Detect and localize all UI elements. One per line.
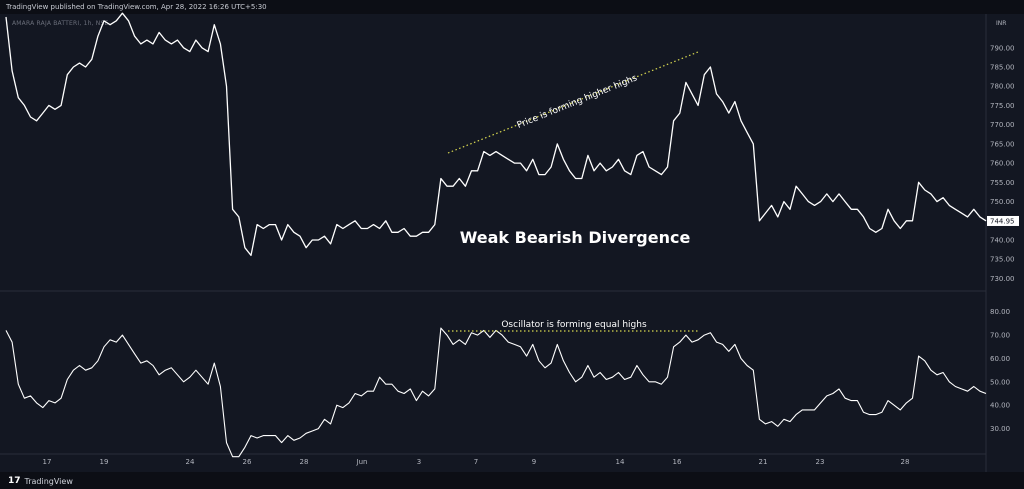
price-tick-label: 740.00	[990, 237, 1015, 245]
time-tick-label: 19	[100, 458, 109, 466]
footer-bar	[0, 472, 1024, 489]
time-tick-label: 7	[474, 458, 478, 466]
price-tick-label: 760.00	[990, 160, 1015, 168]
oscillator-tick-label: 30.00	[990, 425, 1010, 433]
price-tick-label: 755.00	[990, 179, 1015, 187]
last-price-badge	[987, 215, 1019, 226]
time-tick-label: Jun	[356, 458, 368, 466]
higher-highs-trendline	[447, 51, 699, 154]
price-tick-label: 770.00	[990, 121, 1015, 129]
tradingview-logo-icon: 17	[8, 476, 21, 486]
price-series-line	[5, 12, 987, 257]
last-price-label: 744.95	[990, 217, 1015, 225]
price-tick-label: 790.00	[990, 44, 1015, 52]
equal-highs-annotation: Oscillator is forming equal highs	[501, 320, 647, 330]
publish-info: TradingView published on TradingView.com…	[0, 0, 1024, 14]
higher-highs-annotation: Price is forming higher highs	[516, 73, 639, 131]
time-tick-label: 28	[901, 458, 910, 466]
time-tick-label: 14	[616, 458, 625, 466]
chart-title: Weak Bearish Divergence	[460, 228, 691, 247]
oscillator-tick-label: 80.00	[990, 308, 1010, 316]
price-tick-label: 730.00	[990, 275, 1015, 283]
time-tick-label: 17	[43, 458, 52, 466]
time-tick-label: 28	[300, 458, 309, 466]
time-tick-label: 26	[243, 458, 252, 466]
price-tick-label: 775.00	[990, 102, 1015, 110]
time-tick-label: 3	[417, 458, 421, 466]
price-tick-label: 735.00	[990, 256, 1015, 264]
brand-label: TradingView	[24, 476, 73, 486]
time-tick-label: 21	[759, 458, 768, 466]
price-tick-label: 780.00	[990, 83, 1015, 91]
price-tick-label: 765.00	[990, 140, 1015, 148]
oscillator-series-line	[5, 327, 987, 458]
oscillator-tick-label: 70.00	[990, 332, 1010, 340]
oscillator-tick-label: 50.00	[990, 378, 1010, 386]
price-tick-label: 750.00	[990, 198, 1015, 206]
time-tick-label: 16	[673, 458, 682, 466]
oscillator-tick-label: 40.00	[990, 402, 1010, 410]
time-tick-label: 9	[532, 458, 536, 466]
time-tick-label: 23	[816, 458, 825, 466]
brand[interactable]: 17 TradingView	[8, 476, 73, 486]
symbol-label: AMARA RAJA BATTERI, 1h, NSE	[12, 20, 109, 27]
time-tick-label: 24	[186, 458, 195, 466]
currency-label: INR	[996, 20, 1007, 27]
price-tick-label: 785.00	[990, 63, 1015, 71]
oscillator-tick-label: 60.00	[990, 355, 1010, 363]
